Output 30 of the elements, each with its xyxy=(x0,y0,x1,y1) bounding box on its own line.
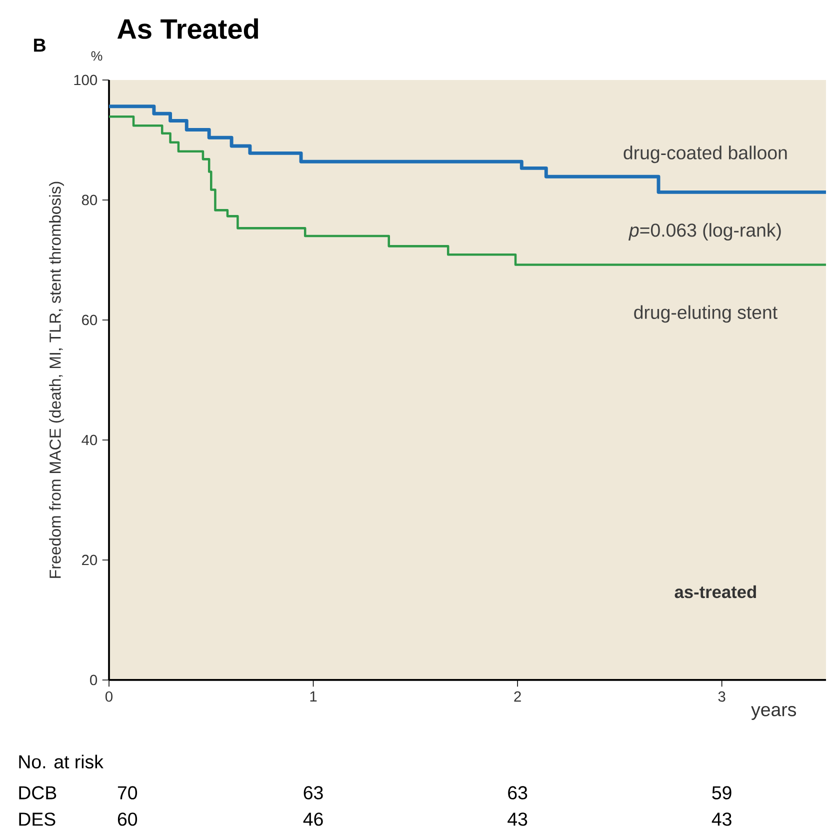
text: 63 xyxy=(508,786,528,800)
text: 46 xyxy=(303,812,323,826)
y-tick-label: 60 xyxy=(82,314,98,326)
x-tick-label: 0 xyxy=(105,691,112,702)
series-label: drug-coated balloon xyxy=(624,146,787,164)
text: 70 xyxy=(118,786,138,800)
text: 43 xyxy=(712,812,732,826)
y-tick-label: 40 xyxy=(82,434,98,446)
text: % xyxy=(91,51,102,61)
text: 60 xyxy=(118,812,138,826)
text: 59 xyxy=(712,786,732,800)
x-tick-label: 2 xyxy=(514,691,521,702)
y-tick-label: 100 xyxy=(74,74,98,86)
text: drug-eluting stent xyxy=(634,305,778,323)
x-tick-label: 3 xyxy=(718,691,726,702)
x-tick-label: 1 xyxy=(310,691,317,702)
text: DES xyxy=(19,812,56,826)
y-axis-title: Freedom from MACE (death, MI, TLR, stent thrombosis) xyxy=(49,182,64,578)
text: B xyxy=(34,38,46,52)
x-axis-title: years xyxy=(751,706,796,720)
y-tick-label: 0 xyxy=(90,674,98,686)
y-tick-label: 80 xyxy=(82,194,98,206)
text: No. at risk xyxy=(19,754,104,768)
annotation: p=0.063 (log-rank) xyxy=(628,223,781,240)
chart-title: As Treated xyxy=(117,18,258,39)
text: 43 xyxy=(508,812,528,826)
y-tick-label: 20 xyxy=(82,554,98,566)
annotation: as-treated xyxy=(674,585,756,598)
text: 63 xyxy=(304,786,323,800)
text: DCB xyxy=(19,786,56,800)
